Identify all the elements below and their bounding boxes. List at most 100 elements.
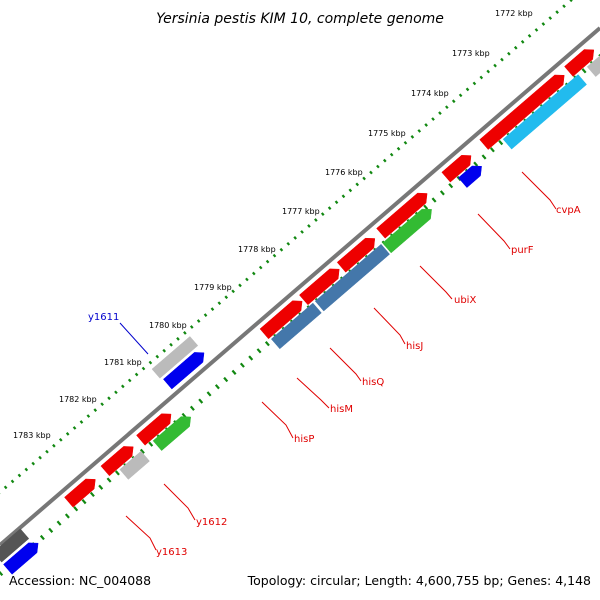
gene-y1611-gray-bar bbox=[151, 336, 199, 379]
ruler-tick bbox=[231, 289, 235, 294]
leader-y1612 bbox=[163, 483, 196, 521]
leader-purF bbox=[477, 213, 511, 250]
track-tick bbox=[81, 499, 87, 505]
ruler-tick bbox=[555, 10, 559, 14]
gene-label-ubiX[interactable]: ubiX bbox=[454, 295, 476, 306]
gene-hisM-hisQ-bar bbox=[314, 243, 390, 312]
ruler-tick bbox=[389, 152, 394, 157]
ruler-tick bbox=[127, 378, 132, 383]
track-tick bbox=[448, 183, 454, 189]
ruler-label-1774: 1774 kbp bbox=[411, 89, 449, 98]
ruler-tick bbox=[472, 81, 477, 86]
ruler-label-1780: 1780 kbp bbox=[149, 321, 187, 330]
ruler-tick bbox=[52, 443, 56, 448]
ruler-label-1781: 1781 kbp bbox=[104, 358, 142, 367]
track-tick bbox=[106, 477, 112, 483]
leader-hisQ bbox=[329, 347, 362, 382]
ruler-tick bbox=[58, 437, 63, 442]
map-title: Yersinia pestis KIM 10, complete genome bbox=[156, 11, 444, 27]
track-tick bbox=[0, 570, 4, 577]
leader-y1613 bbox=[125, 515, 157, 551]
gene-label-hisM[interactable]: hisM bbox=[330, 404, 353, 415]
ruler-tick bbox=[189, 325, 194, 329]
ruler-tick bbox=[562, 4, 566, 9]
ruler-tick bbox=[10, 479, 15, 484]
track-tick bbox=[189, 405, 195, 411]
ruler-tick bbox=[548, 16, 553, 20]
ruler-tick bbox=[520, 39, 525, 44]
gene-hisM-cds-arrow bbox=[299, 268, 340, 306]
ruler-tick bbox=[86, 414, 91, 418]
track-tick bbox=[206, 391, 212, 397]
leader-y1611 bbox=[119, 322, 149, 355]
gene-y1611-blue-bar bbox=[163, 352, 205, 390]
leader-hisM bbox=[296, 377, 330, 409]
ruler-label-1775: 1775 kbp bbox=[368, 129, 406, 138]
gene-hisJ-cds-arrow bbox=[376, 192, 428, 239]
track-tick bbox=[139, 448, 145, 454]
ruler-label-1777: 1777 kbp bbox=[282, 207, 320, 216]
track-tick bbox=[39, 534, 45, 541]
track-tick bbox=[264, 341, 270, 347]
gene-label-purF[interactable]: purF bbox=[511, 245, 534, 256]
track-tick bbox=[148, 441, 154, 447]
ruler-tick bbox=[527, 34, 532, 38]
ruler-tick bbox=[238, 283, 242, 288]
ruler-tick bbox=[114, 390, 118, 395]
ruler-tick bbox=[217, 301, 222, 306]
ruler-tick bbox=[265, 259, 270, 264]
ruler-tick bbox=[493, 63, 497, 68]
outer-tick-ruler bbox=[0, 0, 573, 495]
ruler-tick bbox=[210, 307, 215, 311]
ruler-tick bbox=[507, 51, 511, 56]
gene-label-cvpA[interactable]: cvpA bbox=[556, 205, 581, 216]
gene-y1613-rna-bar bbox=[119, 450, 150, 480]
gene-label-hisQ[interactable]: hisQ bbox=[362, 377, 384, 388]
topology-text: Topology: circular; Length: 4,600,755 bp… bbox=[247, 573, 591, 588]
gene-label-y1611[interactable]: y1611 bbox=[88, 312, 119, 323]
ruler-label-1782: 1782 kbp bbox=[59, 395, 97, 404]
ruler-labels: 1772 kbp 1773 kbp 1774 kbp 1775 kbp 1776… bbox=[13, 9, 533, 440]
ruler-tick bbox=[465, 87, 470, 92]
ruler-tick bbox=[486, 69, 491, 74]
gene-label-hisJ[interactable]: hisJ bbox=[406, 341, 423, 352]
ruler-tick bbox=[410, 135, 415, 139]
leader-ubiX bbox=[419, 265, 453, 300]
ruler-tick bbox=[451, 99, 456, 104]
track-tick bbox=[239, 362, 245, 368]
ruler-tick bbox=[334, 200, 339, 205]
gene-label-y1612[interactable]: y1612 bbox=[196, 517, 227, 528]
ruler-tick bbox=[203, 313, 208, 317]
ruler-tick bbox=[369, 170, 373, 175]
gene-cvpA-cds-arrow bbox=[564, 49, 595, 77]
ruler-tick bbox=[513, 45, 518, 50]
track-tick bbox=[256, 348, 262, 354]
ruler-tick bbox=[176, 336, 180, 341]
track-tick bbox=[439, 190, 445, 196]
ruler-tick bbox=[300, 230, 304, 234]
ruler-label-1773: 1773 kbp bbox=[452, 49, 490, 58]
ruler-tick bbox=[224, 295, 229, 300]
ruler-tick bbox=[3, 485, 8, 490]
track-tick bbox=[198, 398, 204, 404]
gene-ubiX-blue-bar bbox=[458, 165, 482, 188]
track-tick bbox=[48, 527, 54, 533]
ruler-tick bbox=[417, 129, 422, 133]
gene-cvpA-gray-bar bbox=[586, 55, 600, 77]
accession-text: Accession: NC_004088 bbox=[9, 573, 152, 588]
gene-purF-cds-arrow bbox=[479, 74, 565, 150]
gene-label-hisP[interactable]: hisP bbox=[294, 434, 314, 445]
ruler-tick bbox=[251, 271, 256, 276]
ruler-tick bbox=[79, 420, 84, 424]
gene-label-y1613[interactable]: y1613 bbox=[156, 547, 187, 558]
ruler-tick bbox=[341, 194, 346, 199]
gene-hisP-cds-arrow bbox=[259, 300, 303, 340]
ruler-tick bbox=[38, 455, 42, 460]
ruler-tick bbox=[314, 218, 318, 222]
ruler-tick bbox=[458, 93, 463, 98]
ruler-tick bbox=[169, 342, 173, 347]
ruler-tick bbox=[541, 22, 546, 26]
gene-hisQ-cds-arrow bbox=[336, 237, 376, 273]
track-tick bbox=[431, 197, 437, 203]
